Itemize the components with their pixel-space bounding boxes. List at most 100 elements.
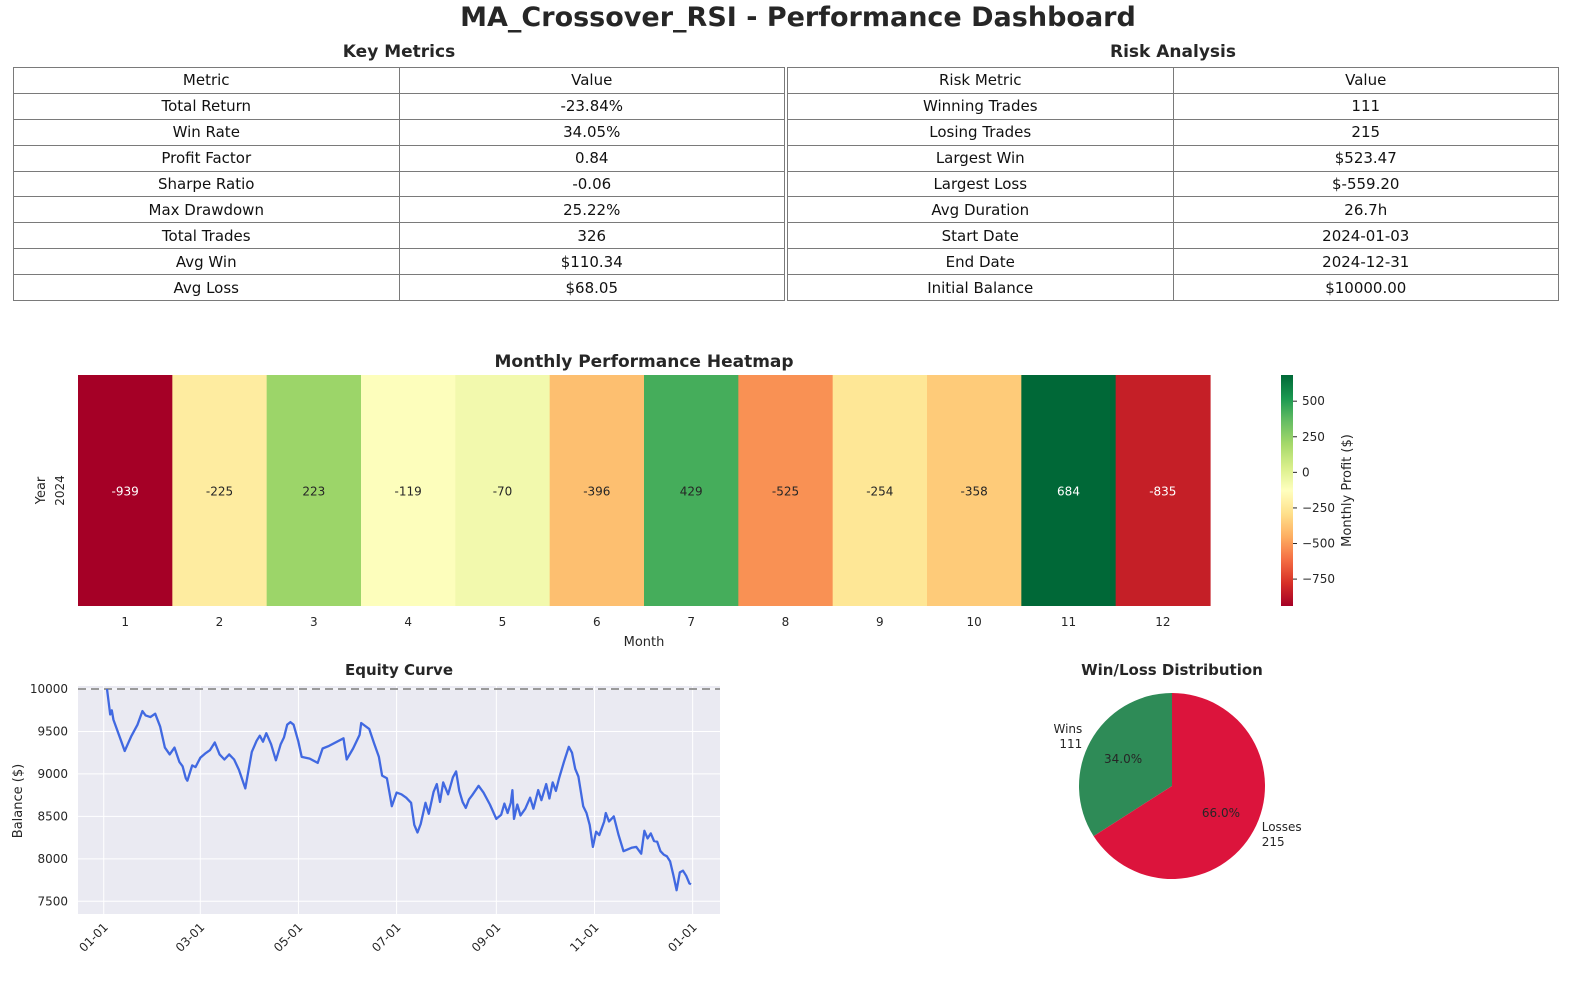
colorbar-label: Monthly Profit ($) <box>1340 434 1355 547</box>
heatmap-x-tick-label: 5 <box>499 615 507 629</box>
table-header-cell: Value <box>398 67 785 94</box>
heatmap-cell <box>832 375 928 606</box>
equity-y-tick-label: 9000 <box>37 767 68 781</box>
risk-analysis-title: Risk Analysis <box>1110 42 1236 62</box>
equity-y-tick-label: 7500 <box>37 894 68 908</box>
heatmap-cell <box>738 375 834 606</box>
table-row: Total Return -23.84% <box>13 92 785 120</box>
metric-name-cell: Total Return <box>13 92 400 120</box>
table-header-cell: Risk Metric <box>787 67 1174 94</box>
equity-y-tick-label: 10000 <box>30 682 68 696</box>
heatmap-cell-label: -396 <box>583 485 610 499</box>
metric-value-cell: -0.06 <box>398 170 785 198</box>
key-metrics-title: Key Metrics <box>342 42 456 62</box>
equity-title: Equity Curve <box>345 661 453 679</box>
heatmap-x-tick-label: 9 <box>876 615 884 629</box>
heatmap-x-tick-label: 11 <box>1061 615 1076 629</box>
risk-analysis-table: Risk Metric Value Winning Trades 111 Losing … <box>787 67 1559 302</box>
table-row: Total Trades 326 <box>13 222 785 250</box>
heatmap-cell-label: 429 <box>680 485 703 499</box>
table-header-row: Risk Metric Value <box>787 67 1559 94</box>
table-row: Profit Factor 0.84 <box>13 144 785 172</box>
metric-name-cell: Largest Loss <box>787 170 1174 198</box>
metric-name-cell: End Date <box>787 248 1174 276</box>
table-row: Max Drawdown 25.22% <box>13 196 785 224</box>
equity-x-tick-label: 01-01 <box>665 920 700 955</box>
equity-curve-chart: Equity Curve 7500 8000 8500 9000 9500 10000 01-… <box>11 661 720 955</box>
colorbar <box>1281 375 1293 606</box>
colorbar-tick-label: −750 <box>1302 572 1335 586</box>
heatmap-cell-label: -225 <box>206 485 233 499</box>
pie-slice-count: 215 <box>1262 835 1285 849</box>
heatmap-x-tick-label: 2 <box>216 615 224 629</box>
heatmap-x-tick-label: 1 <box>121 615 129 629</box>
heatmap-cell-label: -939 <box>112 485 139 499</box>
heatmap-cell-label: -835 <box>1149 485 1176 499</box>
metric-value-cell: 215 <box>1172 118 1559 146</box>
heatmap-cells <box>78 375 1211 606</box>
metric-name-cell: Win Rate <box>13 118 400 146</box>
heatmap-cell <box>361 375 456 606</box>
equity-plot-area <box>78 686 720 914</box>
metric-name-cell: Avg Loss <box>13 274 400 302</box>
heatmap-x-tick-label: 7 <box>687 615 695 629</box>
table-row: Avg Duration 26.7h <box>787 196 1559 224</box>
heatmap-cell-label: -119 <box>395 485 422 499</box>
equity-y-tick-label: 8000 <box>37 852 68 866</box>
equity-series-line <box>105 688 692 892</box>
equity-x-tick-label: 09-01 <box>469 920 504 955</box>
page-title: MA_Crossover_RSI - Performance Dashboard <box>460 2 1136 33</box>
pie-slice-wins <box>1079 693 1172 837</box>
metric-value-cell: 2024-01-03 <box>1172 222 1559 250</box>
colorbar-tick-label: −500 <box>1302 537 1335 551</box>
table-row: Avg Loss $68.05 <box>13 274 785 302</box>
pie-percent-label: 66.0% <box>1202 806 1240 820</box>
heatmap-x-tick-label: 8 <box>782 615 790 629</box>
monthly-heatmap-chart: Monthly Performance Heatmap -939 1 -225 2 223… <box>34 352 1355 650</box>
heatmap-cell <box>172 375 268 606</box>
metric-value-cell: 26.7h <box>1172 196 1559 224</box>
metric-name-cell: Max Drawdown <box>13 196 400 224</box>
heatmap-y-axis-label: Year <box>34 476 49 505</box>
metric-name-cell: Winning Trades <box>787 92 1174 120</box>
heatmap-x-tick-label: 3 <box>310 615 318 629</box>
metric-name-cell: Total Trades <box>13 222 400 250</box>
heatmap-cell-label: 684 <box>1057 485 1080 499</box>
heatmap-x-tick-label: 10 <box>967 615 982 629</box>
metric-name-cell: Avg Win <box>13 248 400 276</box>
metric-value-cell: $523.47 <box>1172 144 1559 172</box>
metric-name-cell: Start Date <box>787 222 1174 250</box>
heatmap-x-axis-label: Month <box>624 635 665 650</box>
metric-name-cell: Sharpe Ratio <box>13 170 400 198</box>
table-header-cell: Value <box>1172 67 1559 94</box>
colorbar-tick-label: −250 <box>1302 501 1335 515</box>
equity-x-tick-label: 05-01 <box>271 920 306 955</box>
pie-percent-label: 34.0% <box>1104 752 1142 766</box>
equity-x-tick-label: 07-01 <box>369 920 404 955</box>
heatmap-cell <box>644 375 739 606</box>
table-row: Initial Balance $10000.00 <box>787 274 1559 302</box>
metric-value-cell: 25.22% <box>398 196 785 224</box>
table-row: Start Date 2024-01-03 <box>787 222 1559 250</box>
colorbar-tick-label: 500 <box>1302 394 1325 408</box>
heatmap-cell-label: -70 <box>493 485 513 499</box>
table-row: Largest Win $523.47 <box>787 144 1559 172</box>
table-row: Losing Trades 215 <box>787 118 1559 146</box>
heatmap-x-tick-label: 6 <box>593 615 601 629</box>
metric-value-cell: 111 <box>1172 92 1559 120</box>
metric-value-cell: 2024-12-31 <box>1172 248 1559 276</box>
equity-y-axis-label: Balance ($) <box>11 764 26 838</box>
metric-name-cell: Avg Duration <box>787 196 1174 224</box>
pie-slice-label: Wins <box>1053 722 1082 736</box>
table-header-row: Metric Value <box>13 67 785 94</box>
equity-y-tick-label: 9500 <box>37 724 68 738</box>
heatmap-cell <box>1115 375 1211 606</box>
heatmap-cell <box>927 375 1022 606</box>
heatmap-y-tick-label: 2024 <box>53 475 67 506</box>
colorbar-tick-label: 0 <box>1302 465 1310 479</box>
key-metrics-table: Metric Value Total Return -23.84% Win Rate 34… <box>13 67 785 302</box>
metric-value-cell: $68.05 <box>398 274 785 302</box>
table-row: Avg Win $110.34 <box>13 248 785 276</box>
metric-value-cell: 0.84 <box>398 144 785 172</box>
